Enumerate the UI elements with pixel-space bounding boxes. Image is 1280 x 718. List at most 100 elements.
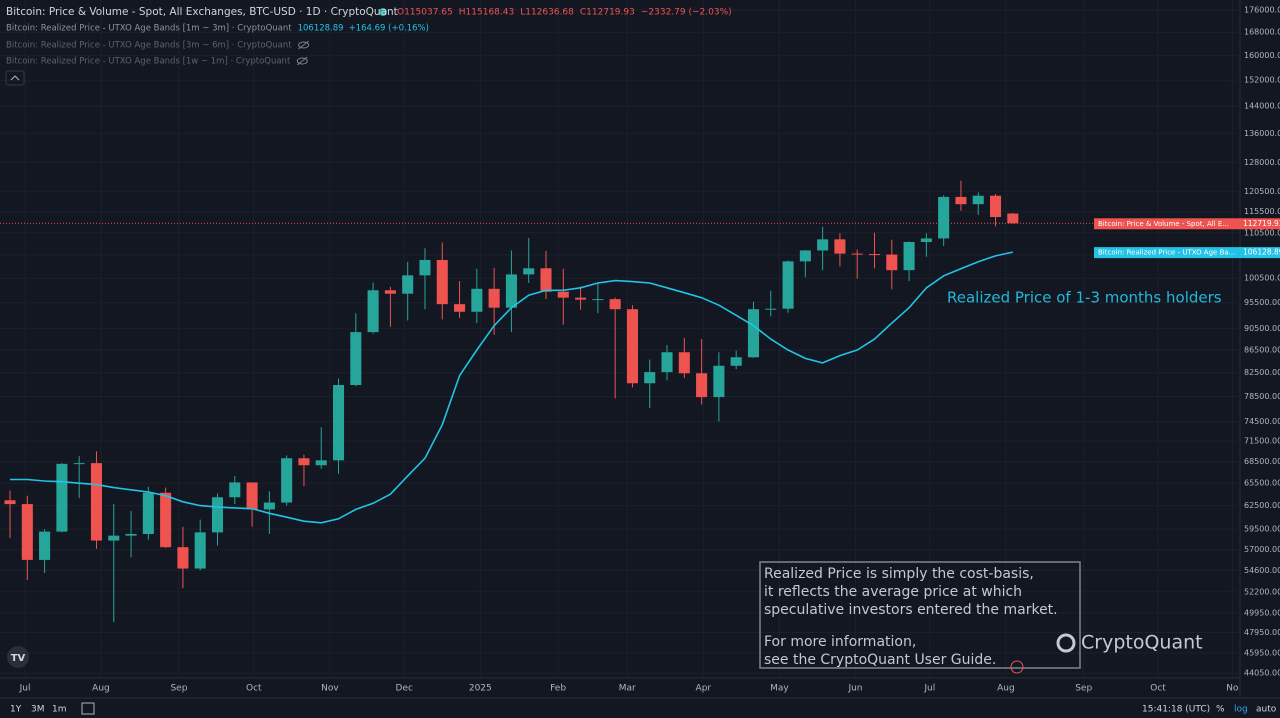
price-label-name: Bitcoin: Realized Price - UTXO Age Ba... <box>1098 249 1235 257</box>
overlay: TV 44050.00 45950.00 47950.00 49950.00 52200… <box>5 5 1280 715</box>
legend-hidden-series: Bitcoin: Realized Price - UTXO Age Bands… <box>6 41 292 51</box>
candle-body <box>125 534 137 536</box>
y-tick-label: 59500.00 <box>1244 525 1280 534</box>
watermark: CryptoQuant <box>1081 632 1203 654</box>
candle-body <box>782 261 794 309</box>
x-tick-label: Jul <box>19 684 31 694</box>
y-tick-label: 110500.00 <box>1244 228 1280 237</box>
candle-body <box>4 500 16 505</box>
candle-body <box>211 497 224 533</box>
hidden-eye-icon[interactable] <box>296 57 308 65</box>
scale-option[interactable]: auto <box>1256 705 1277 715</box>
info-text: Realized Price is simply the cost-basis, <box>764 566 1034 582</box>
legend-series: Bitcoin: Realized Price - UTXO Age Bands… <box>6 24 292 34</box>
x-tick-label: No <box>1226 684 1239 694</box>
range-button[interactable]: 1m <box>52 705 67 715</box>
candle-body <box>1007 213 1019 224</box>
candle-body <box>56 463 68 532</box>
candle-body <box>626 309 638 384</box>
candle-body <box>39 531 51 560</box>
candle-body <box>229 482 241 498</box>
scale-option[interactable]: log <box>1234 705 1248 715</box>
plot <box>0 180 1240 623</box>
ohlc-value: C112719.93 <box>580 8 635 18</box>
collapse-button[interactable] <box>5 70 25 86</box>
candle-body <box>523 268 535 275</box>
candle-body <box>609 299 621 310</box>
y-tick-label: 115500.00 <box>1244 207 1280 216</box>
y-tick-label: 86500.00 <box>1244 346 1280 355</box>
y-tick-label: 144000.00 <box>1244 102 1280 111</box>
ohlc-value: −2332.79 (−2.03%) <box>641 8 732 18</box>
candle-body <box>21 504 33 560</box>
candle-body <box>575 297 587 300</box>
price-label-name: Bitcoin: Price & Volume - Spot, All E... <box>1098 220 1229 228</box>
y-tick-label: 65500.00 <box>1244 479 1280 488</box>
y-tick-label: 176000.00 <box>1244 5 1280 14</box>
y-tick-label: 168000.00 <box>1244 28 1280 37</box>
price-label-box <box>1094 247 1280 259</box>
candle-body <box>799 250 811 262</box>
x-tick-label: Feb <box>550 684 566 694</box>
event-marker[interactable] <box>1010 660 1024 674</box>
y-tick-label: 128000.00 <box>1244 158 1280 167</box>
candle-body <box>488 288 500 308</box>
candle-body <box>436 259 448 305</box>
candle-body <box>419 259 431 276</box>
hidden-eye-slash <box>296 56 308 66</box>
toolbar-bg <box>0 698 1280 718</box>
collapse-icon <box>10 75 20 81</box>
candle-body <box>696 373 708 398</box>
candle-body <box>765 308 777 310</box>
tv-logo <box>7 646 29 668</box>
y-tick-label: 52200.00 <box>1244 587 1280 596</box>
range-button[interactable]: 3M <box>31 705 45 715</box>
scale-option[interactable]: % <box>1216 705 1225 715</box>
hidden-eye-icon[interactable] <box>298 41 310 49</box>
y-tick-label: 90500.00 <box>1244 324 1280 333</box>
annotation: Realized Price of 1-3 months holders <box>947 289 1222 307</box>
y-tick-label: 49950.00 <box>1244 608 1280 617</box>
legend-hidden-series: Bitcoin: Realized Price - UTXO Age Bands… <box>6 57 291 67</box>
x-tick-label: Nov <box>321 684 339 694</box>
y-tick-label: 120500.00 <box>1244 187 1280 196</box>
ohlc-value: L112636.68 <box>520 8 574 18</box>
x-tick-label: Jun <box>847 684 862 694</box>
x-tick-label: Jul <box>923 684 935 694</box>
candle-body <box>661 352 673 373</box>
range-button[interactable]: 1Y <box>10 705 22 715</box>
candle-body <box>194 532 206 569</box>
y-tick-label: 152000.00 <box>1244 76 1280 85</box>
calendar-icon[interactable] <box>81 702 95 715</box>
candle-body <box>177 547 189 569</box>
candle-body <box>142 492 154 535</box>
candle-body <box>747 309 760 358</box>
x-tick-label: Oct <box>1150 684 1166 694</box>
info-text: it reflects the average price at which <box>764 584 1022 600</box>
y-tick-label: 47950.00 <box>1244 628 1280 637</box>
y-tick-label: 74500.00 <box>1244 417 1280 426</box>
candle-body <box>246 482 258 510</box>
y-tick-label: 62500.00 <box>1244 501 1280 510</box>
candle-body <box>402 275 414 294</box>
candle-body <box>557 291 569 298</box>
candle-body <box>920 238 932 242</box>
info-text: For more information, <box>764 634 916 650</box>
tv-logo-text: TV <box>11 653 26 664</box>
price-label-value: 106128.89 <box>1243 248 1280 257</box>
x-tick-label: Dec <box>396 684 413 694</box>
watermark-icon <box>1056 633 1076 653</box>
y-tick-label: 95500.00 <box>1244 298 1280 307</box>
candle-body <box>592 299 604 301</box>
candle-body <box>540 268 552 292</box>
candle-body <box>817 239 829 251</box>
legend-title: Bitcoin: Price & Volume - Spot, All Exch… <box>6 6 398 18</box>
x-tick-label: Aug <box>997 684 1015 694</box>
candle-body <box>713 365 725 398</box>
candle-body <box>263 502 275 510</box>
candle-body <box>281 458 293 503</box>
candle-body <box>454 304 466 312</box>
candle-body <box>903 241 915 271</box>
